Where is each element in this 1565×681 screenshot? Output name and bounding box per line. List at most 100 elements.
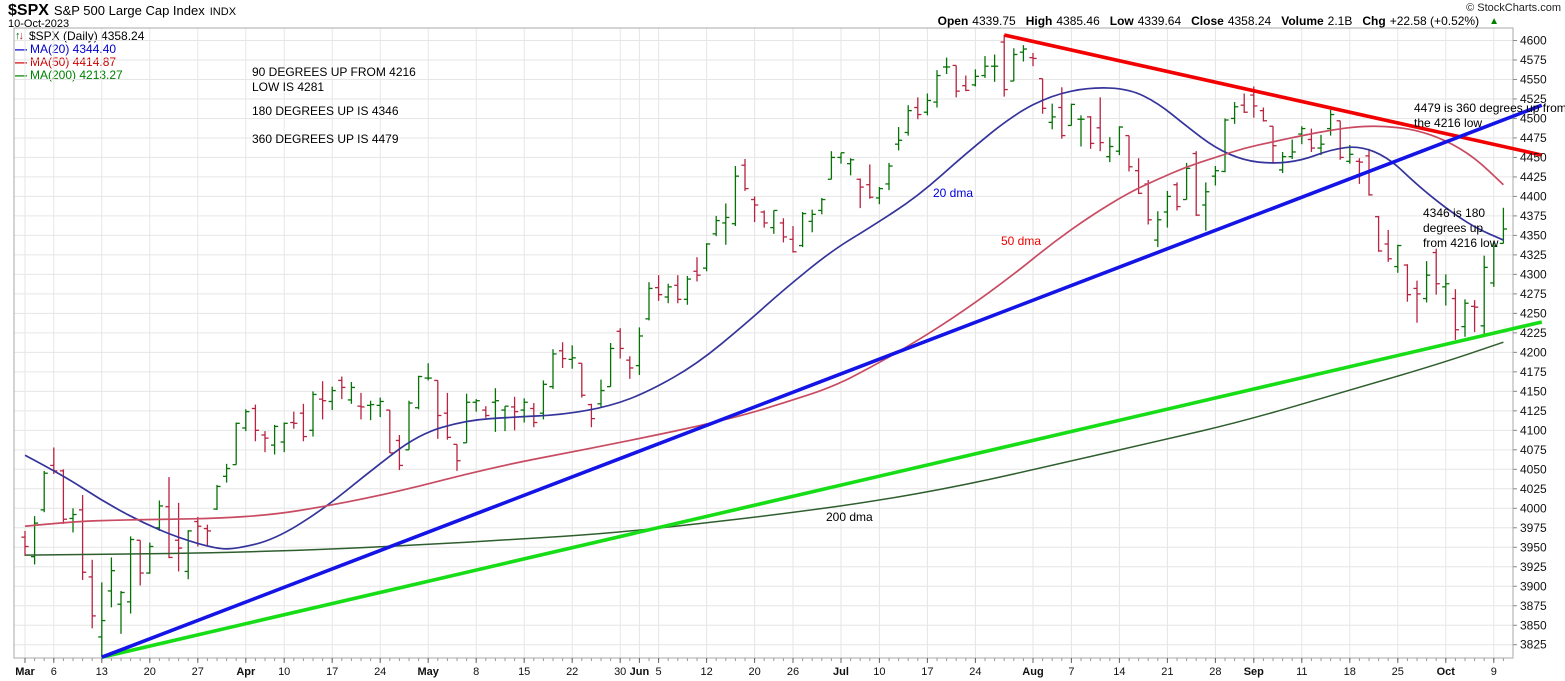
ma20-swatch-icon: — — [15, 41, 27, 56]
ohlc-bar — [453, 443, 461, 471]
ohlc-bar — [962, 75, 970, 92]
note-4346-180deg: 4346 is 180 degrees up from 4216 low — [1423, 206, 1499, 250]
ohlc-bar — [1192, 151, 1200, 216]
ohlc-bar — [1039, 78, 1047, 114]
ohlc-bar — [1490, 242, 1498, 287]
ohlc-bar — [578, 362, 586, 398]
x-tick-label: Mar — [15, 666, 35, 678]
ohlc-bar — [539, 380, 547, 420]
legend-series-label: $SPX (Daily) 4358.24 — [29, 28, 145, 43]
ohlc-bar — [530, 403, 538, 428]
ohlc-bar — [1077, 115, 1085, 147]
y-tick-label: 4200 — [1520, 345, 1547, 359]
gann-180-note: 180 DEGREES UP IS 4346 — [252, 104, 399, 118]
ohlc-bar — [1106, 137, 1114, 163]
ohlc-bar — [1231, 102, 1239, 124]
ohlc-bar — [98, 582, 106, 658]
ohlc-bar — [674, 275, 682, 304]
ohlc-bar — [251, 404, 259, 442]
close-quote: Close 4358.24 — [1191, 14, 1272, 28]
x-tick-label: 6 — [51, 666, 57, 678]
ohlc-bar — [1423, 261, 1431, 303]
ohlc-bar — [1336, 120, 1344, 160]
ohlc-bar — [1269, 125, 1277, 164]
y-tick-label: 3875 — [1520, 599, 1547, 613]
chart-date: 10-Oct-2023 — [8, 18, 70, 30]
label-50dma: 50 dma — [1001, 234, 1042, 248]
y-tick-label: 4025 — [1520, 482, 1547, 496]
y-tick-label: 4475 — [1520, 131, 1547, 145]
x-tick-label: Jul — [833, 666, 849, 678]
index-name: S&P 500 Large Cap Index — [53, 3, 205, 18]
ohlc-bar — [943, 57, 951, 75]
plot-frame — [13, 27, 1514, 659]
ohlc-bar — [1288, 139, 1296, 159]
ohlc-bar — [511, 396, 519, 431]
x-tick-label: 17 — [921, 666, 933, 678]
ohlc-bar — [1307, 128, 1315, 152]
ohlc-bar — [952, 64, 960, 98]
ohlc-bar — [491, 388, 499, 432]
x-tick-label: May — [417, 666, 439, 678]
ohlc-bar — [731, 166, 739, 227]
ohlc-bar — [1375, 215, 1383, 252]
ohlc-bar — [31, 516, 39, 565]
ohlc-bar — [837, 152, 845, 164]
y-tick-label: 4525 — [1520, 92, 1547, 106]
y-tick-label: 4600 — [1520, 33, 1547, 47]
y-tick-label: 4300 — [1520, 267, 1547, 281]
ohlc-bar — [655, 275, 663, 301]
y-tick-label: 4375 — [1520, 209, 1547, 223]
x-tick-label: 10 — [278, 666, 290, 678]
y-tick-label: 4250 — [1520, 306, 1547, 320]
ohlc-bar — [818, 197, 826, 215]
ohlc-bar — [895, 127, 903, 151]
note-4479-360deg: 4479 is 360 degrees up from the 4216 low — [1414, 101, 1565, 130]
price-bars — [21, 35, 1507, 658]
x-axis: Mar 6 13 20 27 Apr 10 17 24 May 8 15 22 30 Jun 5 12 20 26 J… — [15, 658, 1504, 678]
ohlc-bar — [856, 178, 864, 209]
x-tick-label: 8 — [473, 666, 479, 678]
x-tick-label: Oct — [1437, 666, 1456, 678]
ohlc-bar — [127, 536, 135, 614]
ohlc-bar — [40, 470, 48, 513]
label-20dma: 20 dma — [933, 186, 974, 200]
ohlc-bar — [472, 399, 480, 412]
ohlc-bar — [1058, 87, 1066, 139]
volume-quote: Volume 2.1B — [1281, 14, 1353, 28]
ohlc-bar — [1394, 244, 1402, 273]
ohlc-bar — [328, 386, 336, 411]
legend-ma200-row: — MA(200) 4213.27 — [15, 68, 144, 82]
ohlc-bar — [1471, 300, 1479, 333]
ohlc-bar — [184, 530, 192, 580]
ohlc-bar — [280, 422, 288, 453]
ohlc-bar — [607, 343, 615, 388]
x-tick-label: 27 — [192, 666, 204, 678]
ohlc-bar — [616, 328, 624, 359]
y-tick-label: 3850 — [1520, 618, 1547, 632]
y-tick-label: 4425 — [1520, 170, 1547, 184]
x-tick-label: 14 — [1113, 666, 1125, 678]
ohlc-bar — [789, 226, 797, 253]
ohlc-bar — [415, 375, 423, 410]
open-quote: Open 4339.75 — [937, 14, 1016, 28]
ohlc-bar — [1499, 207, 1507, 245]
ohlc-bar — [1221, 118, 1229, 173]
legend-ma20-label: MA(20) 4344.40 — [30, 41, 117, 56]
ohlc-bar — [395, 435, 403, 471]
ohlc-bar — [635, 327, 643, 375]
x-tick-label: 30 — [614, 666, 626, 678]
ohlc-bar — [933, 70, 941, 108]
y-tick-label: 4000 — [1520, 501, 1547, 515]
y-tick-label: 4350 — [1520, 228, 1547, 242]
y-tick-label: 3975 — [1520, 521, 1547, 535]
x-tick-label: 26 — [787, 666, 799, 678]
x-tick-label: 21 — [1161, 666, 1173, 678]
ohlc-bar — [107, 557, 115, 608]
x-tick-label: Apr — [236, 666, 256, 678]
ohlc-bar — [597, 379, 605, 407]
ohlc-bar — [1154, 211, 1162, 248]
ohlc-bar — [847, 158, 855, 176]
ohlc-bar — [1451, 289, 1459, 340]
